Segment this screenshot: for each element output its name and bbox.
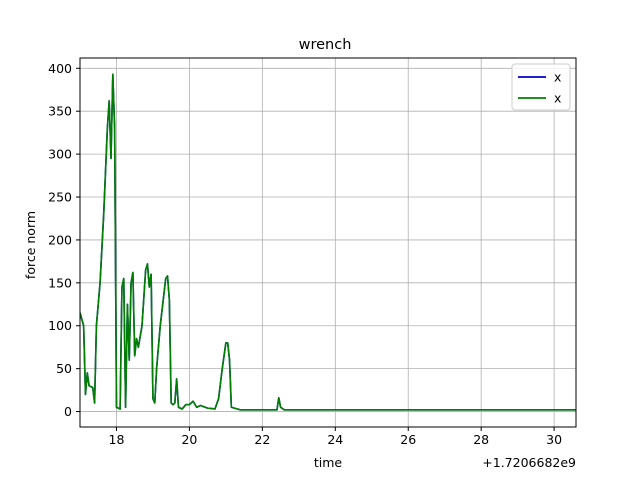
legend-label: x <box>554 91 561 106</box>
axes-frame <box>79 57 577 428</box>
y-tick-label: 0 <box>64 404 72 419</box>
x-tick-label: 30 <box>546 432 562 447</box>
x-axis-label: time <box>314 455 343 470</box>
x-tick-label: 22 <box>254 432 270 447</box>
x-tick-label: 24 <box>327 432 343 447</box>
chart-title: wrench <box>299 37 352 53</box>
y-tick-label: 350 <box>48 104 72 119</box>
y-tick-label: 250 <box>48 190 72 205</box>
x-axis-offset-label: +1.7206682e9 <box>482 455 576 470</box>
legend: xx <box>511 63 571 111</box>
y-tick-label: 400 <box>48 61 72 76</box>
x-tick-label: 20 <box>181 432 197 447</box>
y-tick-label: 50 <box>56 361 72 376</box>
y-tick-label: 200 <box>48 232 72 247</box>
x-tick-label: 28 <box>473 432 489 447</box>
legend-label: x <box>554 70 561 85</box>
y-tick-label: 150 <box>48 275 72 290</box>
x-tick-label: 26 <box>400 432 416 447</box>
y-tick-label: 300 <box>48 147 72 162</box>
y-tick-label: 100 <box>48 318 72 333</box>
y-axis-label: force norm <box>23 211 38 279</box>
series-line <box>80 73 576 411</box>
x-tick-label: 18 <box>109 432 125 447</box>
